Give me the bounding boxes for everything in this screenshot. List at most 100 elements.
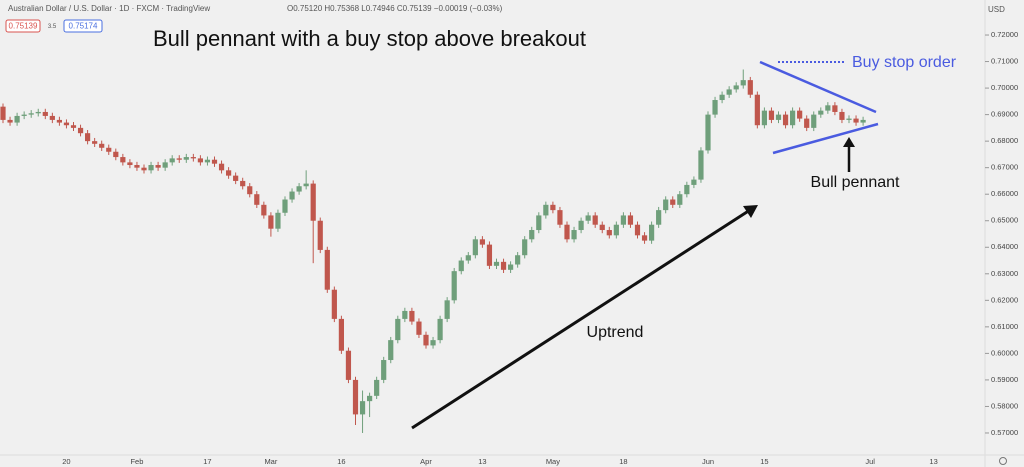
y-tick-label: 0.58000 (991, 401, 1018, 410)
candle-body (381, 360, 387, 380)
candle-body (21, 114, 27, 116)
candle-body (444, 300, 450, 319)
candle-body (486, 244, 493, 266)
y-tick-label: 0.69000 (991, 110, 1018, 119)
candle-body (7, 119, 13, 123)
settings-icon[interactable] (999, 457, 1007, 465)
candle-body (719, 94, 725, 101)
x-tick-label: 15 (760, 457, 768, 466)
candle-body (303, 183, 309, 187)
candle-body (529, 230, 535, 240)
candle-body (247, 186, 253, 195)
candle-body (493, 261, 500, 266)
candle-body (536, 215, 542, 231)
candle-body (860, 119, 866, 123)
candle-body (761, 110, 767, 126)
candle-body (42, 111, 48, 116)
bid: 0.75139 (9, 22, 38, 31)
candle-body (811, 114, 817, 128)
candle-body (839, 111, 845, 120)
x-tick-label: 17 (203, 457, 211, 466)
candle-body (113, 151, 119, 158)
candle-body (261, 204, 267, 216)
candle-body (155, 165, 161, 168)
candle-body (0, 106, 6, 120)
uptrend-arrow (411, 208, 751, 430)
candle-body (148, 165, 154, 171)
candle-body (754, 94, 760, 126)
candle-body (331, 289, 337, 319)
candle-body (564, 224, 570, 240)
candle-body (268, 215, 274, 229)
candle-body (162, 162, 168, 168)
candle-body (28, 113, 34, 115)
candle-body (606, 230, 612, 236)
candle-body (190, 157, 196, 159)
candle-body (56, 119, 62, 123)
candle-body (275, 212, 281, 229)
x-tick-label: 20 (62, 457, 70, 466)
candle-body (14, 115, 20, 123)
x-tick-label: Jul (865, 457, 875, 466)
candle-body (70, 125, 77, 128)
candle-body (775, 114, 782, 120)
x-tick-label: 16 (337, 457, 345, 466)
y-tick-label: 0.63000 (991, 269, 1018, 278)
y-tick-label: 0.72000 (991, 30, 1018, 39)
candle-body (282, 199, 288, 213)
candle-body (508, 264, 514, 270)
pennant-lower (772, 122, 879, 155)
x-tick-label: Feb (130, 457, 143, 466)
x-tick-label: Mar (264, 457, 277, 466)
candle-body (176, 158, 182, 160)
candle-body (825, 105, 831, 111)
candle-body (296, 186, 302, 192)
candle-body (550, 204, 556, 211)
candle-body (141, 167, 147, 171)
candle-body (374, 379, 380, 396)
candle-body (99, 143, 105, 148)
candle-body (634, 224, 641, 236)
candle-body (670, 199, 676, 205)
candle-body (627, 215, 634, 225)
candle-body (85, 133, 91, 142)
y-tick-label: 0.62000 (991, 295, 1018, 304)
y-tick-label: 0.59000 (991, 375, 1018, 384)
buy-stop-label: Buy stop order (852, 54, 957, 71)
candle-body (691, 179, 697, 185)
candle-body (35, 111, 41, 114)
candle-body (818, 110, 824, 115)
y-tick-label: 0.67000 (991, 163, 1018, 172)
ask-box[interactable] (63, 19, 103, 33)
candle-body (338, 318, 344, 351)
candle-body (352, 379, 359, 415)
x-tick-label: 13 (929, 457, 937, 466)
pennant-label: Bull pennant (811, 174, 901, 191)
candle-body (388, 340, 394, 361)
candle-body (451, 271, 457, 301)
candle-body (423, 334, 429, 346)
candle-body (832, 105, 838, 112)
bid-box[interactable] (5, 19, 41, 33)
candle-body (106, 147, 112, 152)
candle-body (782, 114, 789, 126)
candle-body (402, 310, 408, 319)
candle-body (797, 110, 803, 119)
candle-body (218, 163, 225, 171)
candle-body (183, 157, 189, 160)
candle-body (649, 224, 655, 241)
candle-body (317, 220, 323, 250)
candle-body (479, 239, 485, 245)
candle-body (500, 261, 507, 270)
candle-body (853, 118, 859, 123)
currency[interactable]: USD (988, 5, 1005, 14)
symbol: Australian Dollar / U.S. Dollar · 1D · F… (8, 4, 210, 13)
y-tick-label: 0.61000 (991, 322, 1018, 331)
candle-body (705, 114, 711, 151)
candle-body (740, 80, 746, 86)
x-tick-label: Apr (420, 457, 432, 466)
y-tick-label: 0.70000 (991, 83, 1018, 92)
candle-body (804, 118, 810, 128)
candle-body (768, 110, 775, 120)
